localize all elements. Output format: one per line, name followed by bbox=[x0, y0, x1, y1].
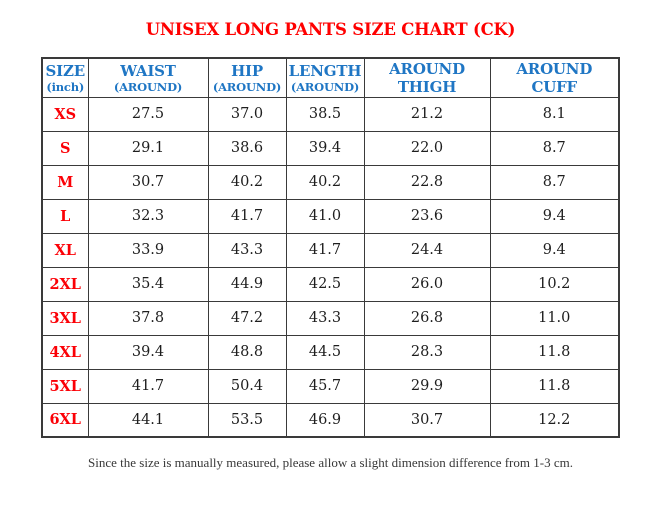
header-size-unit: (inch) bbox=[46, 79, 85, 94]
size-cell: 5XL bbox=[41, 368, 89, 404]
size-chart-table: SIZE (inch) WAIST (AROUND) HIP (AROUND) … bbox=[41, 57, 620, 438]
value-cell: 9.4 bbox=[489, 232, 620, 268]
header-thigh-line1: AROUND bbox=[389, 59, 465, 78]
value-cell: 46.9 bbox=[285, 402, 365, 438]
table-row: 5XL 41.7 50.4 45.7 29.9 11.8 bbox=[41, 368, 620, 404]
value-cell: 28.3 bbox=[363, 334, 491, 370]
table-row: M 30.7 40.2 40.2 22.8 8.7 bbox=[41, 164, 620, 200]
value-cell: 29.9 bbox=[363, 368, 491, 404]
value-cell: 35.4 bbox=[87, 266, 209, 302]
value-cell: 38.5 bbox=[285, 96, 365, 132]
value-cell: 11.8 bbox=[489, 334, 620, 370]
value-cell: 39.4 bbox=[285, 130, 365, 166]
value-cell: 48.8 bbox=[207, 334, 287, 370]
value-cell: 10.2 bbox=[489, 266, 620, 302]
value-cell: 41.7 bbox=[87, 368, 209, 404]
value-cell: 45.7 bbox=[285, 368, 365, 404]
value-cell: 41.7 bbox=[207, 198, 287, 234]
value-cell: 38.6 bbox=[207, 130, 287, 166]
measurement-disclaimer: Since the size is manually measured, ple… bbox=[88, 455, 573, 470]
value-cell: 30.7 bbox=[363, 402, 491, 438]
value-cell: 40.2 bbox=[207, 164, 287, 200]
value-cell: 22.0 bbox=[363, 130, 491, 166]
size-cell: 6XL bbox=[41, 402, 89, 438]
header-hip: HIP (AROUND) bbox=[207, 57, 287, 98]
value-cell: 11.8 bbox=[489, 368, 620, 404]
value-cell: 23.6 bbox=[363, 198, 491, 234]
table-body: XS 27.5 37.0 38.5 21.2 8.1 S 29.1 38.6 39.4 22.0 8.… bbox=[41, 96, 620, 438]
value-cell: 43.3 bbox=[207, 232, 287, 268]
value-cell: 9.4 bbox=[489, 198, 620, 234]
value-cell: 8.7 bbox=[489, 164, 620, 200]
value-cell: 32.3 bbox=[87, 198, 209, 234]
size-cell: 3XL bbox=[41, 300, 89, 336]
header-waist: WAIST (AROUND) bbox=[87, 57, 209, 98]
value-cell: 47.2 bbox=[207, 300, 287, 336]
value-cell: 29.1 bbox=[87, 130, 209, 166]
table-row: L 32.3 41.7 41.0 23.6 9.4 bbox=[41, 198, 620, 234]
header-size: SIZE (inch) bbox=[41, 57, 89, 98]
table-row: 6XL 44.1 53.5 46.9 30.7 12.2 bbox=[41, 402, 620, 438]
value-cell: 12.2 bbox=[489, 402, 620, 438]
value-cell: 41.0 bbox=[285, 198, 365, 234]
value-cell: 22.8 bbox=[363, 164, 491, 200]
value-cell: 43.3 bbox=[285, 300, 365, 336]
table-row: 4XL 39.4 48.8 44.5 28.3 11.8 bbox=[41, 334, 620, 370]
table-row: XS 27.5 37.0 38.5 21.2 8.1 bbox=[41, 96, 620, 132]
value-cell: 30.7 bbox=[87, 164, 209, 200]
value-cell: 26.8 bbox=[363, 300, 491, 336]
header-around-thigh: AROUND THIGH bbox=[363, 57, 491, 98]
value-cell: 37.0 bbox=[207, 96, 287, 132]
table-header: SIZE (inch) WAIST (AROUND) HIP (AROUND) … bbox=[41, 57, 620, 98]
size-cell: XS bbox=[41, 96, 89, 132]
size-cell: XL bbox=[41, 232, 89, 268]
value-cell: 44.5 bbox=[285, 334, 365, 370]
header-row: SIZE (inch) WAIST (AROUND) HIP (AROUND) … bbox=[41, 57, 620, 98]
page-title: UNISEX LONG PANTS SIZE CHART (CK) bbox=[145, 20, 516, 39]
value-cell: 27.5 bbox=[87, 96, 209, 132]
header-around-cuff: AROUND CUFF bbox=[489, 57, 620, 98]
value-cell: 24.4 bbox=[363, 232, 491, 268]
value-cell: 40.2 bbox=[285, 164, 365, 200]
header-waist-sub: (AROUND) bbox=[113, 79, 183, 94]
header-waist-label: WAIST bbox=[120, 61, 176, 80]
header-cuff-line1: AROUND bbox=[516, 59, 593, 78]
value-cell: 11.0 bbox=[489, 300, 620, 336]
value-cell: 8.7 bbox=[489, 130, 620, 166]
value-cell: 37.8 bbox=[87, 300, 209, 336]
table-row: 2XL 35.4 44.9 42.5 26.0 10.2 bbox=[41, 266, 620, 302]
value-cell: 8.1 bbox=[489, 96, 620, 132]
header-length-sub: (AROUND) bbox=[290, 79, 360, 94]
table-row: S 29.1 38.6 39.4 22.0 8.7 bbox=[41, 130, 620, 166]
header-length: LENGTH (AROUND) bbox=[285, 57, 365, 98]
header-thigh-line2: THIGH bbox=[397, 77, 457, 96]
header-hip-sub: (AROUND) bbox=[212, 79, 282, 94]
value-cell: 44.1 bbox=[87, 402, 209, 438]
value-cell: 50.4 bbox=[207, 368, 287, 404]
header-cuff-line2: CUFF bbox=[531, 77, 578, 96]
value-cell: 53.5 bbox=[207, 402, 287, 438]
header-length-label: LENGTH bbox=[288, 61, 362, 80]
size-cell: M bbox=[41, 164, 89, 200]
header-size-label: SIZE bbox=[45, 61, 86, 80]
value-cell: 44.9 bbox=[207, 266, 287, 302]
header-hip-label: HIP bbox=[231, 61, 263, 80]
value-cell: 41.7 bbox=[285, 232, 365, 268]
table-row: XL 33.9 43.3 41.7 24.4 9.4 bbox=[41, 232, 620, 268]
value-cell: 39.4 bbox=[87, 334, 209, 370]
size-cell: L bbox=[41, 198, 89, 234]
value-cell: 26.0 bbox=[363, 266, 491, 302]
value-cell: 21.2 bbox=[363, 96, 491, 132]
size-cell: S bbox=[41, 130, 89, 166]
table-row: 3XL 37.8 47.2 43.3 26.8 11.0 bbox=[41, 300, 620, 336]
value-cell: 33.9 bbox=[87, 232, 209, 268]
value-cell: 42.5 bbox=[285, 266, 365, 302]
size-cell: 2XL bbox=[41, 266, 89, 302]
size-cell: 4XL bbox=[41, 334, 89, 370]
